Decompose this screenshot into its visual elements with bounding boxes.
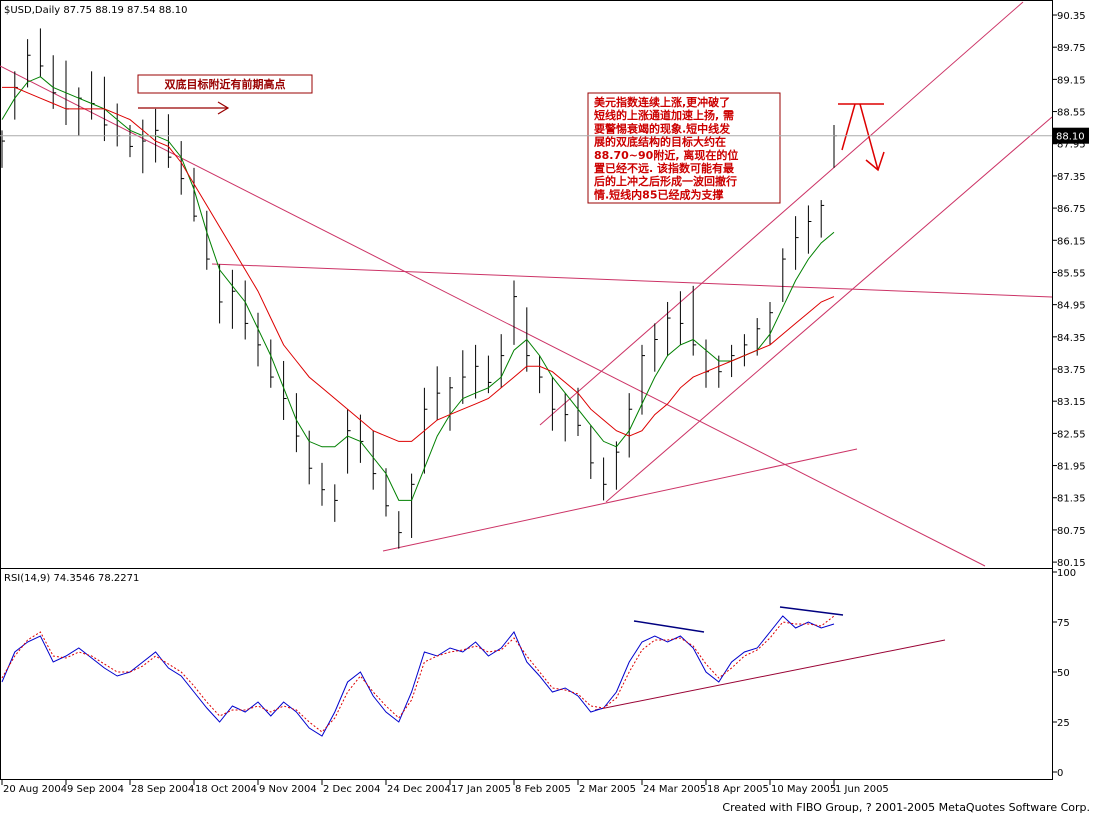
arrow-head [217,101,230,115]
line-series [1,76,835,501]
hand-arrow [838,103,885,172]
y-tick-label: 100 [1057,568,1076,579]
y-tick-label: 87.95 [1057,140,1086,151]
trend-line [539,1,1024,426]
trend-line [211,263,1053,298]
y-tick-label: 82.55 [1057,429,1086,440]
rsi-lines [594,606,946,711]
line-series [1,615,835,733]
note-line: 要警惕衰竭的现象.短中线发 [594,121,731,135]
x-tick-label: 10 May 2005 [771,784,836,795]
note-line: 美元指数连续上涨,更冲破了 [594,95,730,109]
trend-lines [0,1,1053,567]
y-tick-label: 89.75 [1057,43,1086,54]
x-tick-label: 17 Jan 2005 [451,784,511,795]
trend-line [605,116,1053,503]
footer: Created with FIBO Group, ? 2001-2005 Met… [722,801,1090,814]
y-tick-label: 85.55 [1057,268,1086,279]
note-line: 88.70~90附近, 离现在的位 [594,148,738,162]
x-tick-label: 2 Mar 2005 [579,784,636,795]
x-tick-label: 18 Apr 2005 [707,784,769,795]
y-tick-label: 25 [1057,718,1070,729]
y-tick-label: 86.75 [1057,204,1086,215]
trend-line [0,65,986,567]
x-tick-label: 8 Feb 2005 [515,784,571,795]
x-tick-label: 24 Dec 2004 [387,784,451,795]
arrow-line [841,103,856,151]
y-tick-label: 84.95 [1057,301,1086,312]
trend-line [779,606,844,616]
trend-line [382,448,858,552]
x-tick-label: 9 Sep 2004 [67,784,124,795]
x-tick-label: 28 Sep 2004 [131,784,194,795]
note-line: 置已经不远. 该指数可能有最 [594,161,735,175]
x-tick-label: 18 Oct 2004 [195,784,257,795]
y-tick-label: 0 [1057,768,1063,779]
note-line: 短线的上涨通道加速上扬, 需 [594,108,734,122]
trend-line [594,639,946,711]
y-tick-label: 81.95 [1057,462,1086,473]
x-tick-label: 24 Mar 2005 [643,784,706,795]
note-line: 展的双底结构的目标大约在 [593,135,726,149]
note-line: 情.短线内85已经成为支撑 [594,187,724,201]
note-line: 后的上冲之后形成一波回撤行 [594,174,737,188]
last-price-box [1053,127,1089,144]
rsi-title: RSI(14,9) 74.3546 78.2271 [4,573,139,584]
y-tick-label: 89.15 [1057,75,1086,86]
y-tick-label: 87.35 [1057,172,1086,183]
line-series [2,86,835,442]
y-tick-label: 50 [1057,668,1070,679]
y-tick-label: 86.15 [1057,236,1086,247]
x-tick-label: 20 Aug 2004 [3,784,67,795]
y-tick-label: 75 [1057,618,1070,629]
arrow-head [865,151,885,172]
y-tick-label: 81.35 [1057,494,1086,505]
y-tick-label: 80.75 [1057,526,1086,537]
y-tick-label: 84.35 [1057,333,1086,344]
note: 双底目标附近有前期高点 [165,77,286,91]
x-tick-label: 1 Jun 2005 [835,784,889,795]
trend-line [633,620,705,633]
y-tick-label: 83.15 [1057,397,1086,408]
last-price-label: 88.10 [1056,132,1085,143]
y-tick-label: 90.35 [1057,11,1086,22]
y-tick-label: 83.75 [1057,365,1086,376]
y-tick-label: 88.55 [1057,108,1086,119]
y-tick-label: 80.15 [1057,558,1086,569]
x-tick-label: 2 Dec 2004 [323,784,381,795]
rsi-panel [0,568,1053,780]
note-arrow [138,101,230,115]
x-tick-label: 9 Nov 2004 [259,784,317,795]
chart-title: $USD,Daily 87.75 88.19 87.54 88.10 [4,5,187,16]
note-box [587,92,781,204]
arrow-line [859,103,879,171]
note-box [137,74,313,94]
line-series [1,615,835,737]
